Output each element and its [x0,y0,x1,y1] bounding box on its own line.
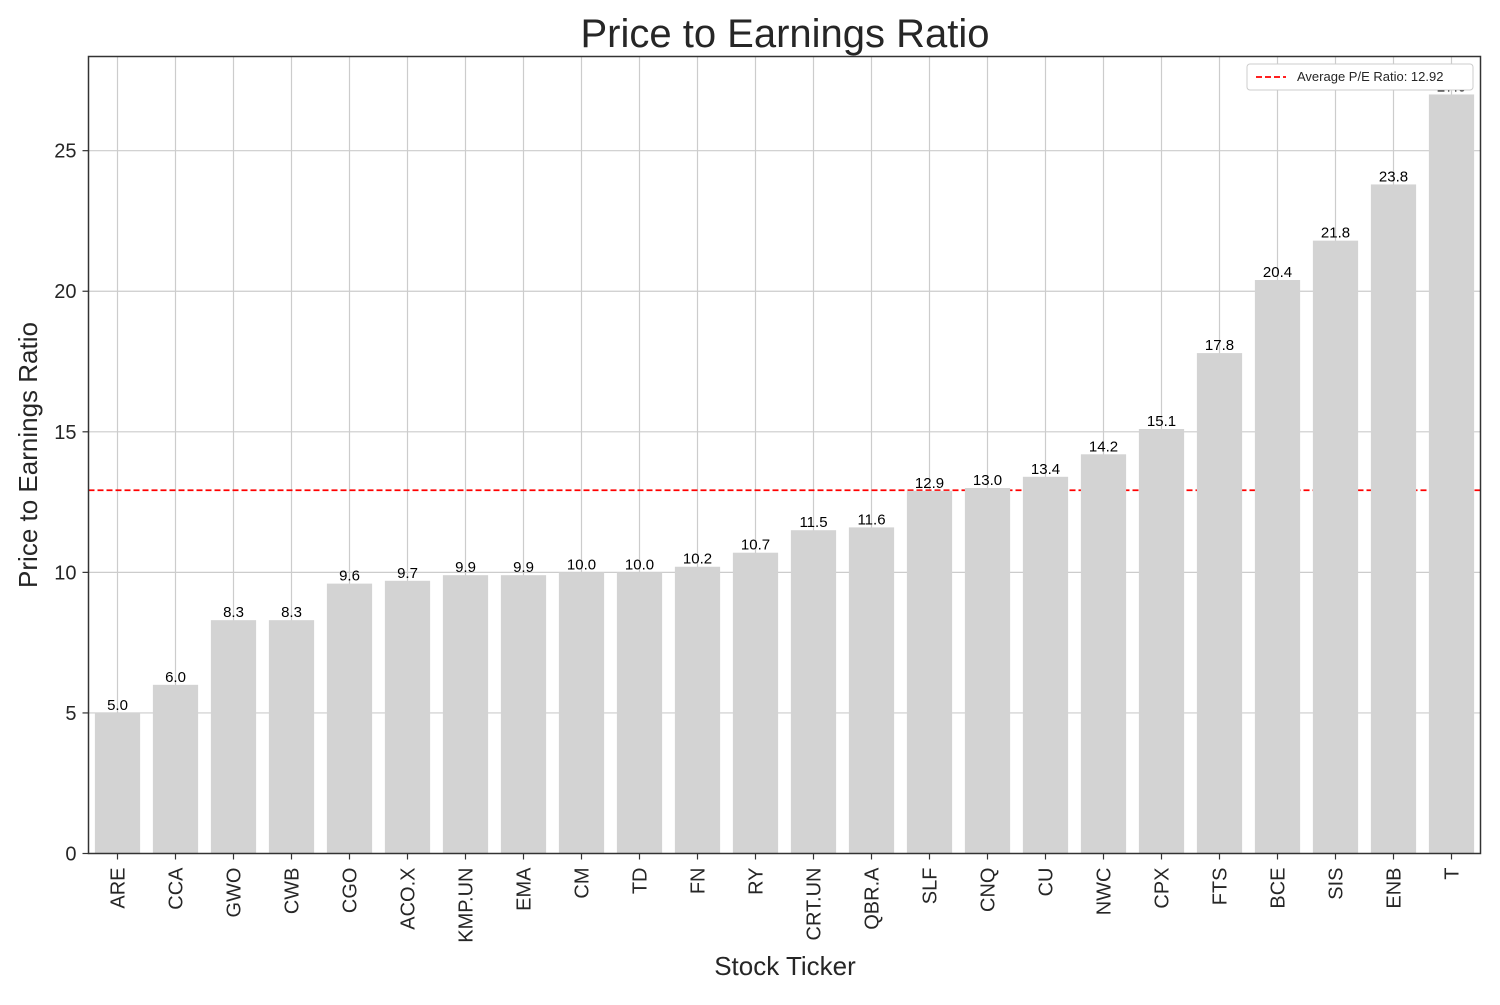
bar-value-label: 20.4 [1263,264,1292,281]
bar-value-label: 23.8 [1379,168,1408,185]
x-tick-label: CCA [166,867,188,910]
bar-CGO [326,583,373,854]
x-tick-label: EMA [514,867,536,911]
bar-value-label: 11.6 [857,511,885,528]
x-tick-label: ACO.X [398,868,420,930]
bar-value-label: 9.7 [397,565,418,582]
x-tick-label: CNQ [978,868,1000,912]
bar-value-label: 5.0 [107,697,128,714]
x-tick-label: TD [630,868,652,895]
x-tick-label: FTS [1210,868,1232,906]
y-axis-label: Price to Earnings Ratio [13,322,43,588]
bar-value-label: 10.0 [567,556,596,573]
x-tick-label: FN [688,868,710,895]
bar-value-label: 12.9 [915,475,944,492]
y-tick-label: 25 [54,141,76,163]
bar-NWC [1080,454,1127,854]
bar-CRT.UN [790,530,837,854]
x-tick-label: KMP.UN [456,868,478,943]
bar-GWO [210,620,257,854]
x-tick-label: T [1442,868,1464,880]
legend-frame [1246,63,1474,91]
bar-value-label: 10.0 [625,556,654,573]
bar-value-label: 8.3 [281,604,302,621]
bar-CU [1022,476,1069,854]
x-tick-label: QBR.A [862,867,884,930]
bar-value-label: 10.7 [741,537,770,554]
axis-layer: 0 5 10 15 20 25 ARE CCA GWO CWB CGO ACO.X KMP.UN EMA C… [54,141,1463,943]
bar-value-label: 9.9 [513,559,534,576]
bar-ARE [94,712,141,854]
y-tick-label: 0 [65,844,76,866]
legend: Average P/E Ratio: 12.92 [1246,63,1474,91]
bar-CNQ [964,488,1011,854]
bar-value-label: 13.0 [973,472,1002,489]
bar-value-label: 9.6 [339,568,360,585]
bar-QBR.A [848,527,895,854]
bar-EMA [500,575,547,854]
x-tick-label: CGO [340,868,362,914]
bar-value-label: 10.2 [683,551,712,568]
x-tick-label: ENB [1384,868,1406,909]
x-tick-label: SIS [1326,868,1348,900]
x-tick-label: BCE [1268,868,1290,909]
bar-CWB [268,620,315,854]
bar-CPX [1138,428,1185,854]
x-tick-label: CWB [282,868,304,915]
bar-value-label: 17.8 [1205,337,1234,354]
x-tick-label: NWC [1094,868,1116,916]
bar-TD [616,572,663,854]
bar-CM [558,572,605,854]
bar-value-label: 21.8 [1321,225,1350,242]
bar-FN [674,566,721,854]
bar-value-label: 15.1 [1147,413,1176,430]
bar-ENB [1370,184,1417,854]
y-tick-label: 20 [54,281,76,303]
bar-SLF [906,490,953,854]
x-tick-label: RY [746,868,768,895]
bar-value-label: 9.9 [455,559,476,576]
bar-CCA [152,684,199,854]
plot-frame [87,55,1482,855]
bar-RY [732,552,779,854]
y-tick-label: 15 [54,422,76,444]
x-tick-label: SLF [920,868,942,905]
bar-value-label: 6.0 [165,669,186,686]
bar-value-label: 8.3 [223,604,244,621]
x-tick-label: CPX [1152,868,1174,909]
x-tick-label: CM [572,868,594,899]
bar-T [1428,94,1475,854]
x-tick-label: CU [1036,868,1058,897]
bar-SIS [1312,240,1359,854]
bar-value-label: 14.2 [1089,438,1118,455]
bar-value-label: 11.5 [799,514,827,531]
x-tick-label: GWO [224,868,246,918]
x-tick-label: CRT.UN [804,868,826,941]
legend-label: Average P/E Ratio: 12.92 [1297,69,1443,84]
x-tick-label: ARE [108,868,130,909]
x-axis-label: Stock Ticker [714,951,856,981]
chart-title: Price to Earnings Ratio [580,12,989,56]
bar-KMP.UN [442,575,489,854]
bar-layer [94,94,1475,854]
bar-value-label: 13.4 [1031,461,1060,478]
y-tick-label: 5 [65,703,76,725]
bar-BCE [1254,279,1301,854]
bar-FTS [1196,353,1243,854]
y-tick-label: 10 [54,562,76,584]
bar-ACO.X [384,580,431,854]
